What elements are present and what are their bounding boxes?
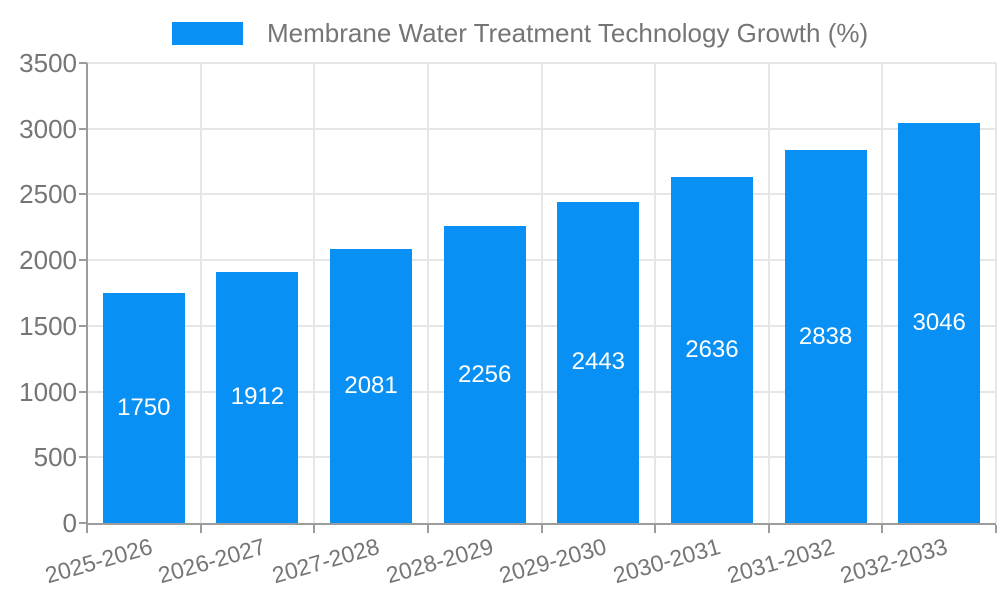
- y-tick-label: 1500: [19, 310, 77, 341]
- v-gridline: [313, 63, 316, 523]
- x-axis-line: [86, 523, 996, 525]
- x-axis-tick: [881, 525, 884, 533]
- x-tick-label: 2031-2032: [723, 533, 837, 589]
- bar-value-label: 2838: [798, 322, 853, 350]
- x-axis-tick: [86, 525, 88, 533]
- x-axis-tick: [540, 525, 543, 533]
- bar-value-label: 3046: [912, 308, 966, 336]
- y-axis-tick: [79, 193, 87, 196]
- bar[interactable]: [898, 122, 981, 523]
- y-tick-label: 1000: [19, 376, 77, 407]
- bar-value-label: 2443: [571, 348, 625, 376]
- y-axis-tick: [79, 324, 87, 327]
- bar-value-label: 2081: [344, 372, 398, 400]
- x-tick-label: 2026-2027: [155, 533, 269, 589]
- v-gridline: [881, 63, 884, 523]
- x-tick-label: 2025-2026: [42, 533, 155, 589]
- bar[interactable]: [330, 249, 413, 523]
- bar-value-label: 2636: [685, 335, 739, 363]
- y-tick-label: 2000: [19, 245, 77, 276]
- bar[interactable]: [784, 150, 867, 523]
- bar[interactable]: [216, 271, 299, 523]
- bar[interactable]: [557, 201, 640, 523]
- v-gridline: [767, 63, 770, 523]
- y-tick-label: 2500: [19, 179, 77, 210]
- y-tick-label: 3000: [19, 113, 77, 144]
- x-tick-label: 2027-2028: [269, 533, 383, 589]
- legend-swatch-icon: [172, 21, 243, 45]
- x-tick-label: 2028-2029: [382, 533, 496, 589]
- x-axis-tick: [767, 525, 770, 533]
- y-axis-tick: [79, 522, 87, 524]
- y-axis-tick: [79, 127, 87, 130]
- y-tick-label: 3500: [19, 48, 77, 78]
- bar[interactable]: [102, 293, 185, 523]
- y-axis-line: [86, 63, 88, 525]
- y-axis-tick: [79, 259, 87, 262]
- x-axis-tick: [995, 525, 997, 533]
- v-gridline: [995, 63, 997, 523]
- bar[interactable]: [670, 176, 753, 523]
- x-tick-label: 2032-2033: [837, 533, 951, 589]
- v-gridline: [199, 63, 202, 523]
- legend-item[interactable]: Membrane Water Treatment Technology Grow…: [172, 20, 868, 46]
- bar-value-label: 1912: [230, 383, 285, 411]
- v-gridline: [540, 63, 543, 523]
- y-axis-tick: [79, 62, 87, 64]
- legend-label: Membrane Water Treatment Technology Grow…: [267, 18, 869, 48]
- y-tick-label: 500: [33, 442, 77, 473]
- x-axis-tick: [654, 525, 657, 533]
- x-tick-label: 2030-2031: [610, 533, 724, 589]
- v-gridline: [654, 63, 657, 523]
- bar[interactable]: [443, 226, 526, 523]
- y-axis-tick: [79, 390, 87, 393]
- y-tick-label: 0: [62, 508, 77, 538]
- bar-value-label: 2256: [457, 360, 512, 388]
- x-axis-tick: [199, 525, 202, 533]
- y-axis-tick: [79, 456, 87, 459]
- x-tick-label: 2029-2030: [496, 533, 610, 589]
- bar-value-label: 1750: [117, 394, 171, 421]
- x-axis-tick: [426, 525, 429, 533]
- v-gridline: [426, 63, 429, 523]
- x-axis-tick: [313, 525, 316, 533]
